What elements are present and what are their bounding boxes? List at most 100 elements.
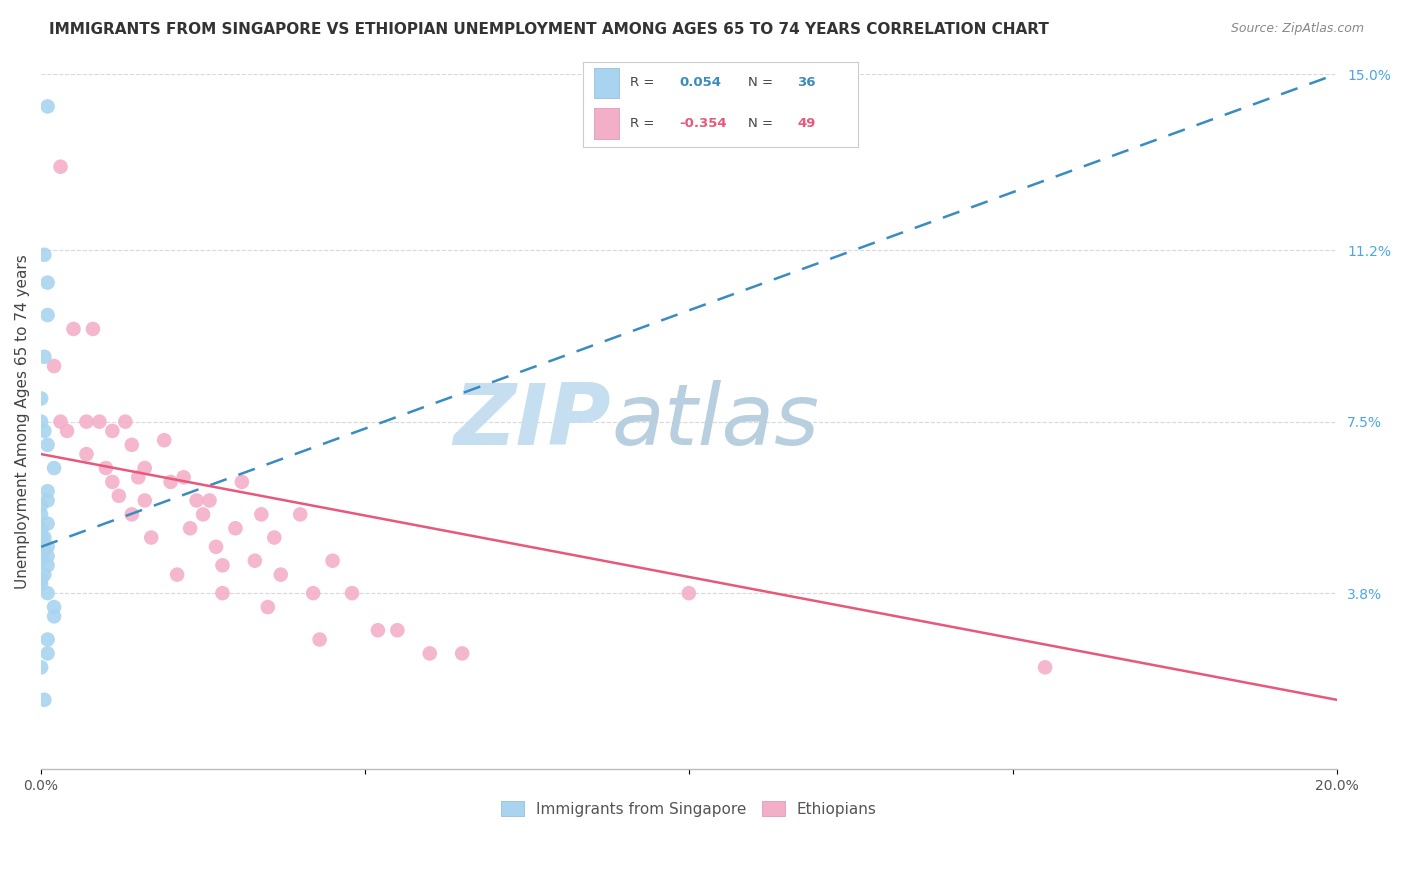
Point: [121, 438, 143, 452]
Point: [678, 586, 700, 600]
Point: [37, 558, 59, 573]
Point: [56, 424, 79, 438]
Point: [322, 554, 344, 568]
Point: [173, 470, 195, 484]
Point: [256, 600, 278, 615]
Point: [30, 660, 52, 674]
Point: [37, 516, 59, 531]
Point: [134, 493, 156, 508]
Point: [49, 160, 72, 174]
Text: R =: R =: [630, 117, 654, 130]
Point: [75, 415, 97, 429]
Point: [30, 508, 52, 522]
Point: [30, 498, 52, 512]
Point: [30, 572, 52, 586]
Point: [419, 647, 441, 661]
Point: [34, 544, 56, 558]
Point: [340, 586, 363, 600]
Point: [62, 322, 84, 336]
Point: [198, 493, 221, 508]
Point: [224, 521, 246, 535]
Point: [159, 475, 181, 489]
Point: [30, 531, 52, 545]
Text: N =: N =: [748, 77, 773, 89]
Point: [114, 415, 136, 429]
Point: [211, 586, 233, 600]
Text: N =: N =: [748, 117, 773, 130]
Point: [34, 350, 56, 364]
Text: Source: ZipAtlas.com: Source: ZipAtlas.com: [1230, 22, 1364, 36]
Point: [30, 392, 52, 406]
Point: [30, 521, 52, 535]
Point: [263, 531, 285, 545]
Point: [211, 558, 233, 573]
Point: [205, 540, 228, 554]
Point: [134, 461, 156, 475]
Point: [302, 586, 325, 600]
Text: 0.054: 0.054: [679, 77, 721, 89]
Point: [37, 99, 59, 113]
Point: [290, 508, 312, 522]
Point: [37, 632, 59, 647]
Point: [34, 693, 56, 707]
Point: [141, 531, 163, 545]
Text: atlas: atlas: [612, 380, 820, 463]
Point: [121, 508, 143, 522]
Point: [37, 540, 59, 554]
Legend: Immigrants from Singapore, Ethiopians: Immigrants from Singapore, Ethiopians: [494, 793, 884, 824]
Point: [34, 424, 56, 438]
Text: -0.354: -0.354: [679, 117, 727, 130]
Point: [30, 525, 52, 540]
Point: [37, 484, 59, 499]
Point: [37, 586, 59, 600]
Point: [101, 424, 124, 438]
Point: [30, 577, 52, 591]
Point: [451, 647, 474, 661]
Point: [37, 549, 59, 563]
Point: [42, 609, 65, 624]
Point: [153, 434, 176, 448]
Point: [270, 567, 292, 582]
Point: [49, 415, 72, 429]
Point: [308, 632, 330, 647]
Point: [186, 493, 208, 508]
Point: [37, 647, 59, 661]
Point: [243, 554, 266, 568]
Point: [30, 535, 52, 549]
Point: [75, 447, 97, 461]
Point: [108, 489, 131, 503]
Point: [89, 415, 111, 429]
Point: [42, 359, 65, 373]
Point: [42, 600, 65, 615]
Point: [387, 624, 409, 638]
Point: [191, 508, 214, 522]
Point: [30, 554, 52, 568]
Bar: [595, 68, 619, 98]
Point: [1033, 660, 1056, 674]
Point: [231, 475, 253, 489]
Point: [37, 438, 59, 452]
Text: ZIP: ZIP: [454, 380, 612, 463]
Point: [34, 567, 56, 582]
Bar: [595, 108, 619, 139]
Text: IMMIGRANTS FROM SINGAPORE VS ETHIOPIAN UNEMPLOYMENT AMONG AGES 65 TO 74 YEARS CO: IMMIGRANTS FROM SINGAPORE VS ETHIOPIAN U…: [49, 22, 1049, 37]
Point: [37, 493, 59, 508]
Point: [166, 567, 188, 582]
Point: [30, 415, 52, 429]
Point: [94, 461, 117, 475]
Point: [367, 624, 389, 638]
Point: [101, 475, 124, 489]
Point: [127, 470, 149, 484]
Y-axis label: Unemployment Among Ages 65 to 74 years: Unemployment Among Ages 65 to 74 years: [15, 254, 30, 589]
Point: [42, 461, 65, 475]
Point: [179, 521, 201, 535]
Point: [82, 322, 104, 336]
Point: [37, 276, 59, 290]
Point: [34, 248, 56, 262]
Text: 49: 49: [797, 117, 815, 130]
Point: [34, 531, 56, 545]
Text: R =: R =: [630, 77, 654, 89]
Point: [250, 508, 273, 522]
Point: [30, 540, 52, 554]
Text: 36: 36: [797, 77, 815, 89]
